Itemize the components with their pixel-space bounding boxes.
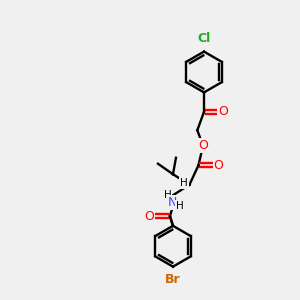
Text: O: O (144, 210, 154, 223)
Text: Cl: Cl (197, 32, 211, 45)
Text: H: H (164, 190, 171, 200)
Text: Br: Br (165, 273, 181, 286)
Text: O: O (218, 105, 228, 119)
Text: N: N (168, 196, 177, 209)
Text: H: H (180, 178, 188, 188)
Text: O: O (198, 139, 208, 152)
Text: O: O (214, 159, 224, 172)
Text: H: H (176, 201, 183, 211)
